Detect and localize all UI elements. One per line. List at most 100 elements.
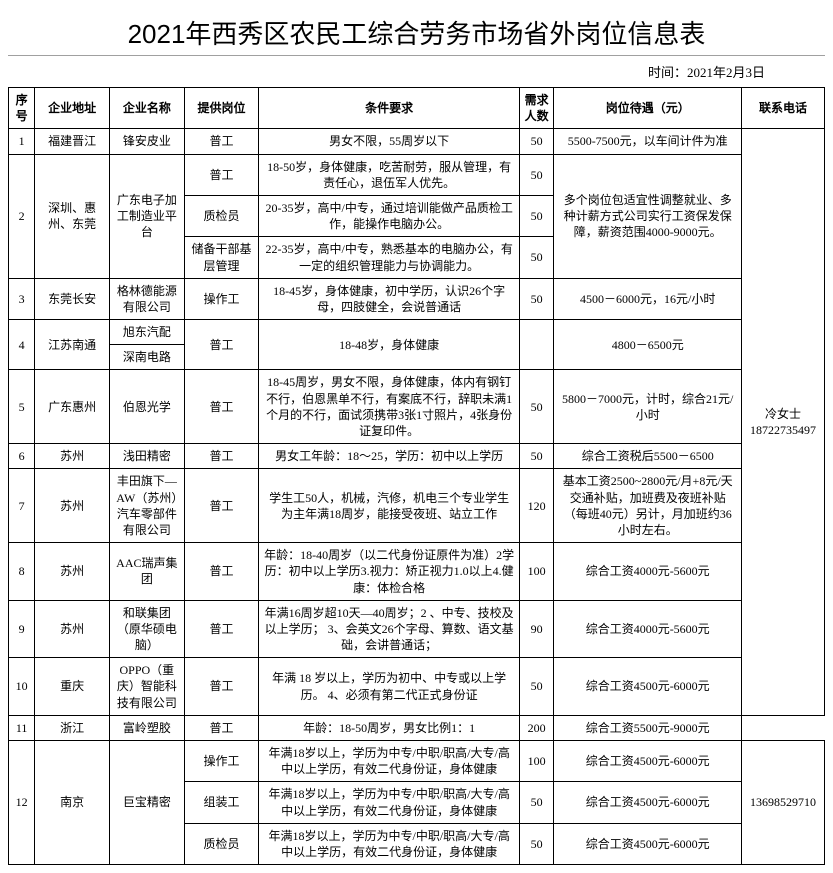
col-post: 提供岗位 bbox=[184, 88, 259, 129]
cell-post: 普工 bbox=[184, 600, 259, 658]
cell-name: OPPO（重庆）智能科技有限公司 bbox=[109, 658, 184, 716]
cell-post: 操作工 bbox=[184, 278, 259, 319]
cell-pay: 综合工资5500元-9000元 bbox=[554, 715, 742, 740]
job-table: 序号 企业地址 企业名称 提供岗位 条件要求 需求人数 岗位待遇（元） 联系电话… bbox=[8, 87, 825, 865]
contact-name: 冷女士 bbox=[765, 407, 801, 421]
cell-req: 年龄：18-40周岁（以二代身份证原件为准）2学历：初中以上学历3.视力：矫正视… bbox=[259, 543, 520, 601]
cell-req: 18-50岁，身体健康，吃苦耐劳，服从管理，有责任心，退伍军人优先。 bbox=[259, 154, 520, 195]
cell-cnt: 50 bbox=[519, 444, 553, 469]
cell-pay: 5800－7000元，计时，综合21元/小时 bbox=[554, 370, 742, 444]
cell-idx: 8 bbox=[9, 543, 35, 601]
cell-addr: 苏州 bbox=[35, 600, 110, 658]
cell-req: 年满16周岁超10天—40周岁；2 、中专、技校及以上学历； 3、会英文26个字… bbox=[259, 600, 520, 658]
table-header-row: 序号 企业地址 企业名称 提供岗位 条件要求 需求人数 岗位待遇（元） 联系电话 bbox=[9, 88, 825, 129]
col-idx: 序号 bbox=[9, 88, 35, 129]
cell-idx: 7 bbox=[9, 469, 35, 543]
cell-cnt: 120 bbox=[519, 469, 553, 543]
cell-post: 普工 bbox=[184, 370, 259, 444]
col-pay: 岗位待遇（元） bbox=[554, 88, 742, 129]
cell-addr: 浙江 bbox=[35, 715, 110, 740]
cell-addr: 苏州 bbox=[35, 469, 110, 543]
cell-tel: 13698529710 bbox=[742, 741, 825, 865]
cell-idx: 6 bbox=[9, 444, 35, 469]
cell-name: 广东电子加工制造业平台 bbox=[109, 154, 184, 278]
job-listing-page: 2021年西秀区农民工综合劳务市场省外岗位信息表 时间：2021年2月3日 序号… bbox=[8, 8, 825, 865]
page-title: 2021年西秀区农民工综合劳务市场省外岗位信息表 bbox=[8, 8, 825, 56]
cell-post: 普工 bbox=[184, 154, 259, 195]
cell-name: 浅田精密 bbox=[109, 444, 184, 469]
cell-post: 普工 bbox=[184, 543, 259, 601]
cell-pay: 4800－6500元 bbox=[554, 320, 742, 370]
cell-cnt: 200 bbox=[519, 715, 553, 740]
cell-cnt: 50 bbox=[519, 154, 553, 195]
cell-req: 18-45周岁，男女不限，身体健康，体内有钢钉不行，伯恩黑单不行，有案底不行，辞… bbox=[259, 370, 520, 444]
cell-req: 年满 18 岁以上，学历为初中、中专或以上学历。 4、必须有第二代正式身份证 bbox=[259, 658, 520, 716]
cell-pay: 多个岗位包适宜性调整就业、多种计薪方式公司实行工资保发保障，薪资范围4000-9… bbox=[554, 154, 742, 278]
cell-req: 学生工50人，机械，汽修，机电三个专业学生为主年满18周岁，能接受夜班、站立工作 bbox=[259, 469, 520, 543]
cell-idx: 9 bbox=[9, 600, 35, 658]
cell-cnt: 50 bbox=[519, 658, 553, 716]
cell-idx: 10 bbox=[9, 658, 35, 716]
table-row: 10 重庆 OPPO（重庆）智能科技有限公司 普工 年满 18 岁以上，学历为初… bbox=[9, 658, 825, 716]
cell-pay: 综合工资税后5500－6500 bbox=[554, 444, 742, 469]
cell-pay: 4500－6000元，16元/小时 bbox=[554, 278, 742, 319]
table-row: 7 苏州 丰田旗下—AW（苏州）汽车零部件有限公司 普工 学生工50人，机械，汽… bbox=[9, 469, 825, 543]
cell-idx: 3 bbox=[9, 278, 35, 319]
cell-idx: 11 bbox=[9, 715, 35, 740]
cell-cnt: 50 bbox=[519, 129, 553, 154]
table-row: 6 苏州 浅田精密 普工 男女工年龄：18～25，学历：初中以上学历 50 综合… bbox=[9, 444, 825, 469]
table-row: 12 南京 巨宝精密 操作工 年满18岁以上，学历为中专/中职/职高/大专/高中… bbox=[9, 741, 825, 782]
cell-name: 伯恩光学 bbox=[109, 370, 184, 444]
cell-post: 普工 bbox=[184, 129, 259, 154]
cell-req: 18-48岁，身体健康 bbox=[259, 320, 520, 370]
cell-addr: 福建晋江 bbox=[35, 129, 110, 154]
cell-req: 年满18岁以上，学历为中专/中职/职高/大专/高中以上学历，有效二代身份证，身体… bbox=[259, 741, 520, 782]
cell-pay: 综合工资4500元-6000元 bbox=[554, 782, 742, 823]
cell-post: 质检员 bbox=[184, 195, 259, 236]
cell-addr: 苏州 bbox=[35, 444, 110, 469]
cell-cnt: 100 bbox=[519, 543, 553, 601]
cell-name: 旭东汽配 bbox=[109, 320, 184, 345]
col-name: 企业名称 bbox=[109, 88, 184, 129]
cell-idx: 2 bbox=[9, 154, 35, 278]
cell-name: 富岭塑胶 bbox=[109, 715, 184, 740]
cell-cnt: 90 bbox=[519, 600, 553, 658]
cell-addr: 苏州 bbox=[35, 543, 110, 601]
table-row: 8 苏州 AAC瑞声集团 普工 年龄：18-40周岁（以二代身份证原件为准）2学… bbox=[9, 543, 825, 601]
cell-pay: 综合工资4000元-5600元 bbox=[554, 543, 742, 601]
cell-post: 普工 bbox=[184, 469, 259, 543]
cell-addr: 重庆 bbox=[35, 658, 110, 716]
cell-addr: 南京 bbox=[35, 741, 110, 865]
table-row: 5 广东惠州 伯恩光学 普工 18-45周岁，男女不限，身体健康，体内有钢钉不行… bbox=[9, 370, 825, 444]
cell-name: 格林德能源有限公司 bbox=[109, 278, 184, 319]
cell-post: 普工 bbox=[184, 715, 259, 740]
table-row: 2 深圳、惠州、东莞 广东电子加工制造业平台 普工 18-50岁，身体健康，吃苦… bbox=[9, 154, 825, 195]
cell-cnt: 50 bbox=[519, 823, 553, 864]
cell-post: 普工 bbox=[184, 658, 259, 716]
cell-idx: 4 bbox=[9, 320, 35, 370]
table-row: 4 江苏南通 旭东汽配 普工 18-48岁，身体健康 4800－6500元 bbox=[9, 320, 825, 345]
cell-post: 普工 bbox=[184, 444, 259, 469]
cell-cnt: 50 bbox=[519, 237, 553, 278]
cell-name: 深南电路 bbox=[109, 345, 184, 370]
cell-req: 男女工年龄：18～25，学历：初中以上学历 bbox=[259, 444, 520, 469]
cell-idx: 5 bbox=[9, 370, 35, 444]
cell-pay: 综合工资4000元-5600元 bbox=[554, 600, 742, 658]
cell-req: 年满18岁以上，学历为中专/中职/职高/大专/高中以上学历，有效二代身份证，身体… bbox=[259, 823, 520, 864]
cell-name: 巨宝精密 bbox=[109, 741, 184, 865]
col-req: 条件要求 bbox=[259, 88, 520, 129]
cell-pay: 综合工资4500元-6000元 bbox=[554, 741, 742, 782]
cell-req: 18-45岁，身体健康，初中学历，认识26个字母，四肢健全，会说普通话 bbox=[259, 278, 520, 319]
cell-req: 男女不限，55周岁以下 bbox=[259, 129, 520, 154]
cell-post: 操作工 bbox=[184, 741, 259, 782]
cell-pay: 基本工资2500~2800元/月+8元/天交通补贴，加班费及夜班补贴（每班40元… bbox=[554, 469, 742, 543]
cell-addr: 东莞长安 bbox=[35, 278, 110, 319]
cell-addr: 深圳、惠州、东莞 bbox=[35, 154, 110, 278]
cell-addr: 江苏南通 bbox=[35, 320, 110, 370]
cell-pay: 综合工资4500元-6000元 bbox=[554, 823, 742, 864]
cell-tel: 冷女士 18722735497 bbox=[742, 129, 825, 715]
cell-name: 锋安皮业 bbox=[109, 129, 184, 154]
cell-req: 年龄：18-50周岁，男女比例1：1 bbox=[259, 715, 520, 740]
cell-pay: 综合工资4500元-6000元 bbox=[554, 658, 742, 716]
cell-req: 22-35岁，高中/中专，熟悉基本的电脑办公，有一定的组织管理能力与协调能力。 bbox=[259, 237, 520, 278]
